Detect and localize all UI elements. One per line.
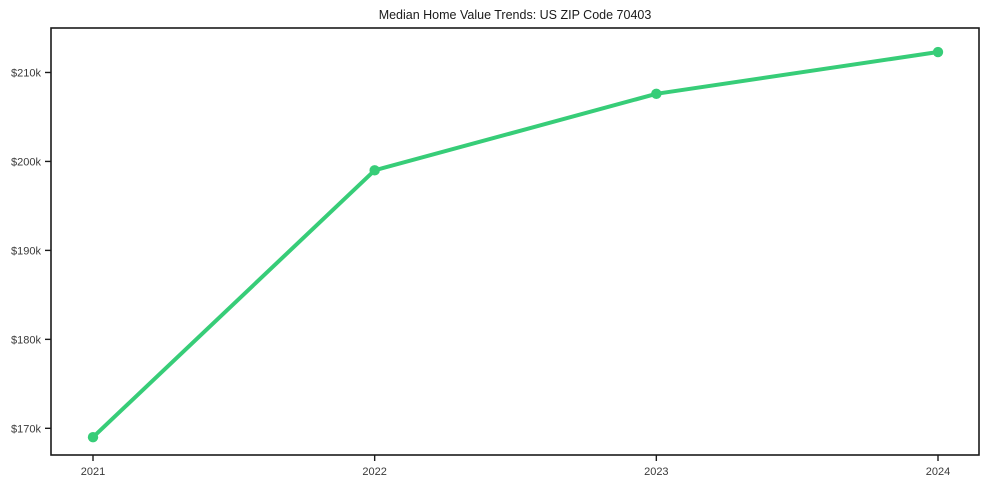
x-tick-label: 2024 bbox=[926, 466, 950, 478]
chart-title: Median Home Value Trends: US ZIP Code 70… bbox=[378, 8, 652, 22]
data-point-2022 bbox=[369, 165, 380, 176]
data-point-2023 bbox=[651, 88, 662, 100]
plot-border bbox=[50, 27, 980, 456]
y-tick-label: $200k bbox=[11, 156, 41, 168]
data-point-2024 bbox=[932, 46, 944, 58]
x-tick-label: 2022 bbox=[362, 466, 386, 478]
y-tick-label: $190k bbox=[11, 245, 41, 257]
y-tick-label: $180k bbox=[11, 334, 41, 346]
trend-line bbox=[91, 50, 940, 440]
y-tick-label: $210k bbox=[11, 67, 41, 79]
data-point-2021 bbox=[87, 432, 99, 443]
x-tick-label: 2023 bbox=[644, 466, 668, 478]
y-tick-label: $170k bbox=[11, 423, 41, 435]
x-tick-label: 2021 bbox=[81, 466, 105, 478]
